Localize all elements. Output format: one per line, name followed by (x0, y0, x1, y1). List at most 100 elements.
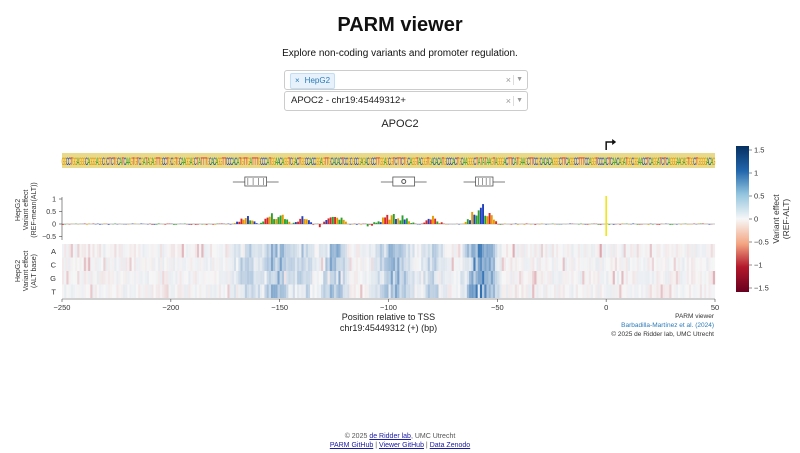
heatmap-cell (331, 284, 335, 298)
lab-link[interactable]: de Ridder lab (369, 433, 411, 440)
heatmap-cell (392, 284, 396, 298)
heatmap-cell (445, 257, 448, 271)
footer-links: PARM GitHub | Viewer GitHub | Data Zenod… (0, 442, 800, 449)
heatmap-cell (599, 257, 602, 271)
sequence-base: T (625, 154, 627, 167)
sequence-base: C (179, 154, 182, 167)
effect-bar (471, 211, 474, 224)
effect-bar (244, 218, 247, 224)
heatmap-cell (416, 284, 420, 298)
heatmap-cell (88, 271, 91, 285)
heatmap-cell (262, 244, 265, 258)
heatmap-cell (449, 244, 452, 258)
sequence-base: A (237, 154, 240, 167)
heatmap-cell (632, 271, 635, 285)
heatmap-cell (101, 257, 104, 271)
heatmap-cell (436, 284, 439, 298)
heatmap-cell (231, 284, 235, 298)
heatmap-cell (464, 244, 467, 258)
clear-icon[interactable]: × (505, 75, 511, 85)
heatmap-cell (129, 257, 132, 271)
heatmap-cell (647, 271, 650, 285)
sequence-base: C (576, 154, 579, 167)
heatmap-cell (451, 284, 454, 298)
heatmap-cell (462, 284, 465, 298)
heatmap-cell (138, 271, 141, 285)
heatmap-cell (62, 284, 65, 298)
zenodo-link[interactable]: Data Zenodo (429, 442, 471, 449)
heatmap-cell (597, 284, 600, 298)
heatmap-cell (399, 271, 402, 285)
heatmap-cell (207, 257, 211, 271)
heatmap-base-label: A (51, 247, 56, 256)
heatmap-cell (371, 284, 374, 298)
heatmap-cell (164, 271, 167, 285)
heatmap-cell (651, 244, 655, 258)
heatmap-cell (277, 284, 280, 298)
x-tick-label: −150 (271, 303, 288, 312)
heatmap-cell (636, 271, 639, 285)
heatmap-cell (349, 257, 352, 271)
heatmap-cell (99, 257, 102, 271)
heatmap-cell (360, 257, 363, 271)
heatmap-cell (514, 257, 518, 271)
effect-bar (619, 224, 622, 225)
clear-icon[interactable]: × (505, 96, 511, 106)
heatmap-cell (173, 284, 176, 298)
parm-github-link[interactable]: PARM GitHub (329, 442, 374, 449)
heatmap-cell (704, 284, 707, 298)
heatmap-cell (627, 257, 631, 271)
heatmap-cell (612, 284, 615, 298)
heatmap-cell (149, 244, 152, 258)
colorbar-tick-label: −1.5 (754, 284, 769, 293)
sequence-base: T (664, 154, 666, 167)
heatmap-cell (127, 257, 130, 271)
heatmap-cell (368, 284, 372, 298)
heatmap-cell (710, 244, 713, 258)
heatmap-cell (558, 244, 561, 258)
heatmap-cell (247, 244, 250, 258)
heatmap-cell (312, 257, 315, 271)
heatmap-cell (103, 284, 106, 298)
cell-type-select[interactable]: × HepG2 × ▼ (284, 70, 528, 90)
heatmap-cell (497, 244, 500, 258)
heatmap-cell (122, 244, 126, 258)
chevron-down-icon[interactable]: ▼ (516, 97, 523, 104)
sequence-base: C (450, 154, 453, 167)
heatmap-cell (408, 244, 411, 258)
heatmap-cell (159, 257, 163, 271)
heatmap-cell (597, 271, 600, 285)
gene-select[interactable]: APOC2 - chr19:45449312+ × ▼ (284, 91, 528, 111)
heatmap-cell (684, 284, 687, 298)
heatmap-cell (458, 257, 461, 271)
heatmap-cell (699, 284, 703, 298)
chip-remove-icon[interactable]: × (295, 76, 300, 85)
chevron-down-icon[interactable]: ▼ (516, 76, 523, 83)
heatmap-cell (358, 244, 361, 258)
heatmap-cell (81, 244, 84, 258)
sequence-base: C (548, 154, 551, 167)
sequence-base: A (589, 154, 592, 167)
effect-bar (373, 222, 376, 224)
sequence-base: C (454, 154, 457, 167)
sequence-band (62, 153, 715, 168)
heatmap-cell (70, 284, 74, 298)
sequence-base: G (704, 154, 707, 167)
credit-citation[interactable]: Barbadilla-Martínez et al. (2024) (621, 322, 714, 329)
heatmap-cell (536, 284, 539, 298)
heatmap-cell (236, 244, 239, 258)
heatmap-cell (445, 284, 448, 298)
heatmap-cell (601, 284, 605, 298)
heatmap-cell (395, 284, 398, 298)
heatmap-cell (427, 271, 430, 285)
chip-label: HepG2 (304, 76, 331, 85)
effect-bar (305, 219, 308, 224)
heatmap-cell (216, 257, 219, 271)
heatmap-cell (597, 244, 600, 258)
sequence-base: A (619, 154, 622, 167)
heatmap-cell (381, 271, 385, 285)
viewer-github-link[interactable]: Viewer GitHub (378, 442, 424, 449)
heatmap-cell (279, 271, 282, 285)
effect-bar (510, 224, 513, 225)
